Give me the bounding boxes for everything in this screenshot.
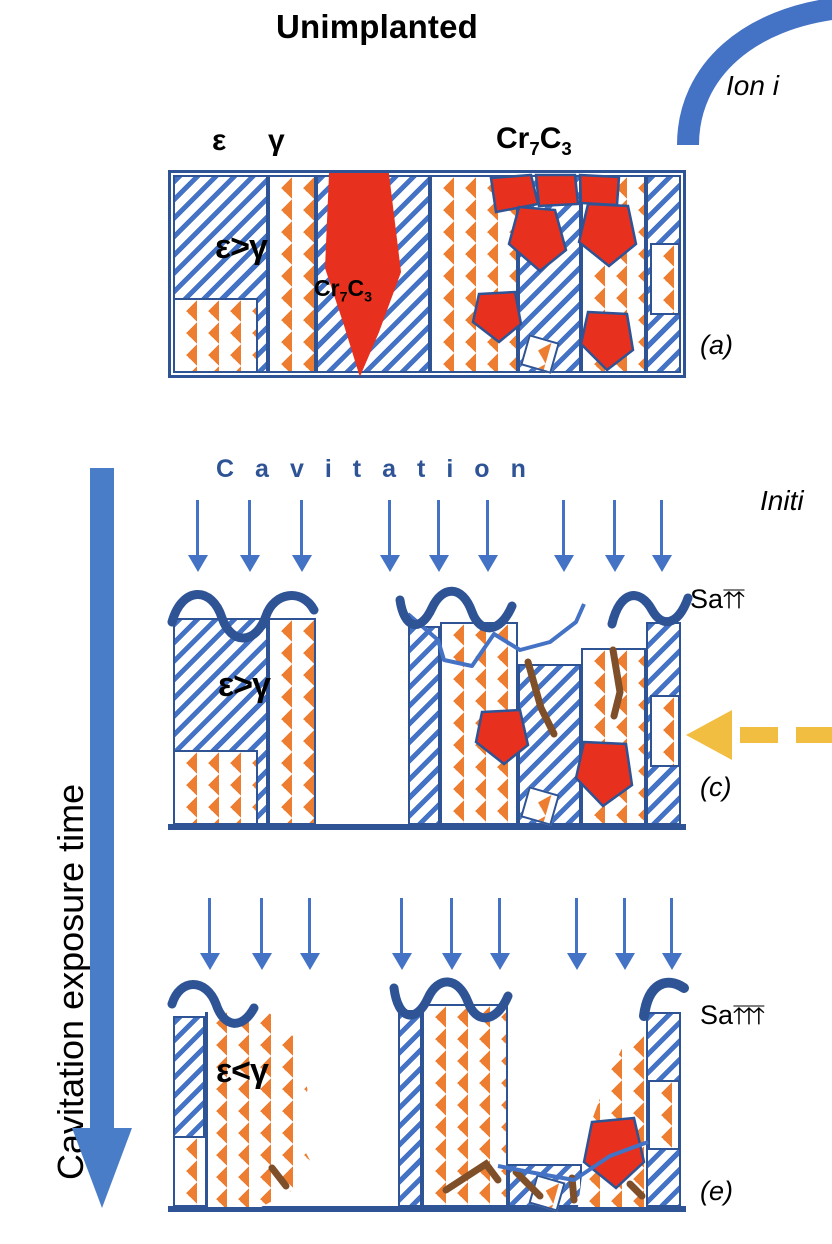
panel-c-crack-marks: [524, 646, 624, 738]
carbide-pentagon-cluster: [471, 173, 638, 372]
region-e-hatch-4: [398, 1010, 422, 1207]
panel-e: ε<γ: [167, 977, 689, 1212]
legend-gamma-label: γ: [268, 124, 285, 157]
cavitation-arrow: [489, 898, 510, 970]
cavitation-arrow: [614, 898, 635, 970]
panel-a-equation: ε>γ: [215, 228, 268, 266]
cavitation-arrow: [553, 500, 574, 572]
cavitation-arrow: [251, 898, 272, 970]
yellow-dashed-arrow-c[interactable]: [686, 710, 832, 760]
panel-c-wavy-surface-right: [607, 591, 693, 629]
carbide-large-inclusion: [324, 173, 402, 377]
cavitation-arrow: [661, 898, 682, 970]
carbide-sub-3: 3: [561, 138, 572, 159]
region-c-hatch-4: [408, 626, 440, 825]
cavitation-arrow: [477, 500, 498, 572]
cavitation-arrow: [291, 500, 312, 572]
region-c-gamma-diamond-2: [268, 618, 316, 825]
region-gamma-diamond-inset-1: [173, 298, 258, 373]
panel-c-carbides: [474, 708, 634, 808]
panel-c-equation: ε>γ: [218, 666, 271, 704]
cavitation-arrow: [566, 898, 587, 970]
up-arrow-icon: ⤒⤒⤒: [733, 1000, 765, 1030]
panel-c-wavy-surface-mid: [395, 586, 517, 633]
panel-e-wavy-surface-right: [639, 977, 689, 1021]
legend-epsilon-label: ε: [212, 124, 227, 157]
region-c-diamond-inset-1: [173, 750, 258, 825]
up-arrow-icon: ⤒⤒: [723, 584, 745, 614]
region-diamond-inset-7: [650, 243, 680, 315]
panel-e-id: (e): [700, 1176, 733, 1206]
cavitation-arrow: [441, 898, 462, 970]
region-c-diamond-inset-8: [650, 695, 680, 767]
panel-c: ε>γ: [167, 586, 693, 830]
panel-e-roughness-label: Sa⤒⤒⤒: [700, 1000, 765, 1032]
cavitation-arrow: [239, 500, 260, 572]
page-title: Unimplanted: [276, 8, 479, 45]
cavitation-arrow: [379, 500, 400, 572]
panel-c-roughness-label: Sa⤒⤒: [690, 584, 745, 616]
cr-txt: Cr: [314, 275, 340, 301]
legend-carbide-label: Cr7C3: [496, 122, 572, 160]
panel-c-wavy-surface-left: [167, 590, 319, 643]
carbide-sub-7: 7: [529, 138, 540, 159]
panel-e-wavy-surface-left: [167, 980, 259, 1028]
cavitation-arrow: [604, 500, 625, 572]
cavitation-arrow: [428, 500, 449, 572]
panel-c-erosion-outline: [406, 603, 586, 668]
panel-a-id: (a): [700, 330, 733, 360]
region-e-diamond-inset-8: [648, 1080, 680, 1150]
cavitation-arrow: [187, 500, 208, 572]
time-direction-arrow: [72, 468, 132, 1208]
initiation-note: Initi: [760, 485, 804, 516]
panel-e-crack-marks: [268, 1159, 646, 1204]
panel-a: ε>γ Cr7C3: [168, 170, 686, 378]
carbide-c: C: [539, 122, 562, 155]
panel-c-baseline: [168, 824, 686, 830]
panel-e-erosion-outline: [497, 1140, 649, 1182]
panel-e-wavy-surface-mid: [389, 977, 513, 1023]
cr-c: C: [347, 275, 365, 301]
ion-implantation-curved-arrow: [677, 0, 832, 146]
region-e-gamma-outline-2: [205, 1012, 330, 1207]
cavitation-arrow: [299, 898, 320, 970]
panel-e-baseline: [168, 1206, 686, 1212]
panel-e-equation: ε<γ: [216, 1052, 269, 1090]
panel-a-carbide-label: Cr7C3: [314, 275, 372, 306]
cr-sub7: 7: [339, 289, 348, 306]
sa-text: Sa: [690, 584, 724, 614]
cavitation-arrow: [199, 898, 220, 970]
region-gamma-diamond-2: [268, 175, 316, 373]
region-e-gamma-diamond-2: [205, 1012, 310, 1207]
carbide-cr: Cr: [496, 122, 530, 155]
cavitation-label: Cavitation: [216, 455, 547, 483]
cavitation-arrow: [651, 500, 672, 572]
ion-implantation-note: Ion i: [726, 70, 779, 101]
cr-sub3: 3: [364, 289, 373, 306]
panel-c-id: (c): [700, 772, 732, 802]
sa-text: Sa: [700, 1000, 734, 1030]
cavitation-arrow: [391, 898, 412, 970]
